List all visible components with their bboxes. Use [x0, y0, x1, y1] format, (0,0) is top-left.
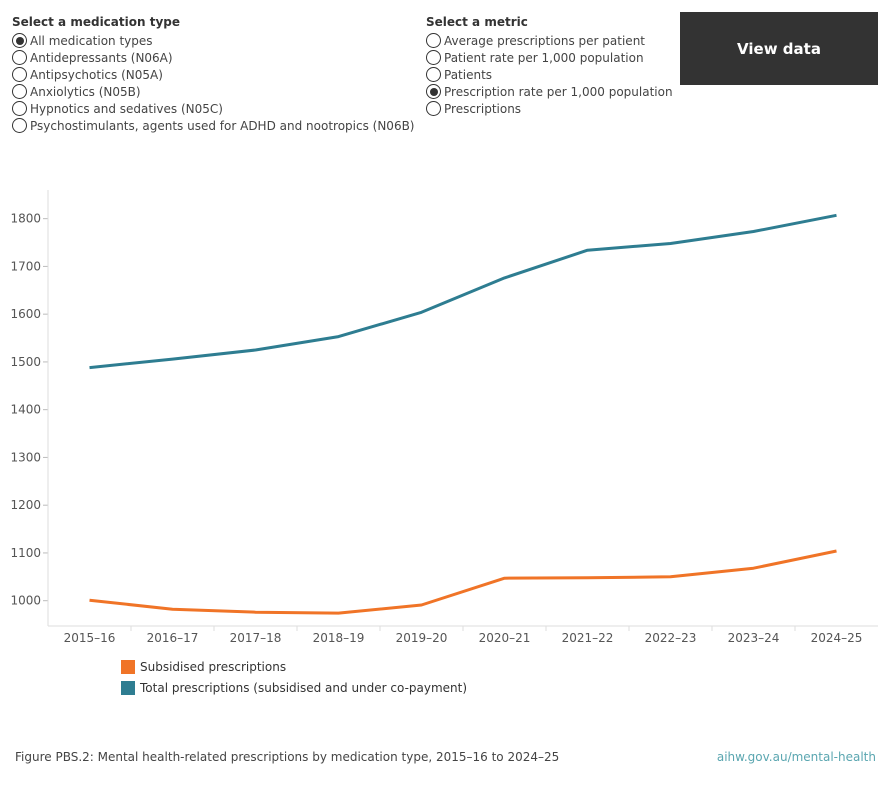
x-tick-label: 2017–18: [230, 631, 282, 645]
medication-type-options: All medication types Antidepressants (N06…: [12, 32, 415, 134]
medication-type-radio[interactable]: [12, 50, 27, 65]
series-line-subsidised[interactable]: [89, 549, 837, 615]
x-tick-label: 2016–17: [147, 631, 199, 645]
legend-swatch: [121, 659, 135, 674]
view-data-button[interactable]: View data: [680, 12, 878, 85]
x-tick-label: 2023–24: [728, 631, 780, 645]
metric-option-label: Prescriptions: [444, 101, 522, 116]
medication-type-option-label: Hypnotics and sedatives (N05C): [30, 101, 223, 116]
medication-type-option[interactable]: Anxiolytics (N05B): [12, 83, 415, 100]
medication-type-option-label: Anxiolytics (N05B): [30, 84, 141, 99]
medication-type-radio[interactable]: [12, 84, 27, 99]
legend-item[interactable]: Subsidised prescriptions: [121, 656, 467, 677]
medication-type-option[interactable]: Hypnotics and sedatives (N05C): [12, 100, 415, 117]
x-tick-label: 2018–19: [313, 631, 365, 645]
metric-option-label: Average prescriptions per patient: [444, 33, 645, 48]
medication-type-radio[interactable]: [12, 101, 27, 116]
legend-item[interactable]: Total prescriptions (subsidised and unde…: [121, 677, 467, 698]
medication-type-option[interactable]: Psychostimulants, agents used for ADHD a…: [12, 117, 415, 134]
x-tick-label: 2020–21: [479, 631, 531, 645]
medication-type-radio[interactable]: [12, 33, 27, 48]
medication-type-option-label: Antipsychotics (N05A): [30, 67, 163, 82]
y-tick-label: 1200: [10, 498, 41, 512]
x-tick-label: 2019–20: [396, 631, 448, 645]
y-tick-label: 1400: [10, 403, 41, 417]
medication-type-option-label: Psychostimulants, agents used for ADHD a…: [30, 118, 415, 133]
y-tick-label: 1000: [10, 594, 41, 608]
legend-label: Subsidised prescriptions: [140, 659, 287, 674]
x-tick-label: 2024–25: [811, 631, 863, 645]
series-lines: [89, 213, 837, 615]
medication-type-filter: Select a medication type All medication …: [12, 14, 415, 134]
medication-type-filter-title: Select a medication type: [12, 15, 180, 29]
metric-radio[interactable]: [426, 101, 441, 116]
medication-type-option-label: Antidepressants (N06A): [30, 50, 173, 65]
metric-option[interactable]: Prescription rate per 1,000 population: [426, 83, 673, 100]
y-axis: 1000 1100 1200 1300 1400 1500 1600 1700 1800: [10, 190, 49, 626]
metric-option-label: Prescription rate per 1,000 population: [444, 84, 673, 99]
metric-option-label: Patients: [444, 67, 493, 82]
medication-type-option-label: All medication types: [30, 33, 153, 48]
y-tick-label: 1100: [10, 546, 41, 560]
x-tick-label: 2022–23: [645, 631, 697, 645]
y-tick-label: 1700: [10, 259, 41, 273]
metric-option[interactable]: Prescriptions: [426, 100, 673, 117]
site-link[interactable]: aihw.gov.au/mental-health: [716, 750, 876, 764]
metric-option[interactable]: Average prescriptions per patient: [426, 32, 673, 49]
medication-type-option[interactable]: All medication types: [12, 32, 415, 49]
metric-radio[interactable]: [426, 33, 441, 48]
y-tick-label: 1600: [10, 307, 41, 321]
line-chart: 1000 1100 1200 1300 1400 1500 1600 1700 1800 201…: [10, 190, 878, 645]
figure-caption: Figure PBS.2: Mental health-related pres…: [15, 750, 560, 764]
legend-swatch: [121, 680, 135, 695]
y-tick-label: 1500: [10, 355, 41, 369]
metric-filter-title: Select a metric: [426, 15, 528, 29]
y-tick-label: 1800: [10, 212, 41, 226]
metric-option[interactable]: Patient rate per 1,000 population: [426, 49, 673, 66]
metric-option[interactable]: Patients: [426, 66, 673, 83]
x-tick-label: 2015–16: [64, 631, 116, 645]
x-axis: 2015–16 2016–17 2017–18 2018–19 2019–20 2020–…: [48, 625, 878, 645]
chart-legend: Subsidised prescriptions Total prescripti…: [121, 656, 467, 698]
medication-type-option[interactable]: Antipsychotics (N05A): [12, 66, 415, 83]
metric-radio[interactable]: [426, 50, 441, 65]
medication-type-radio[interactable]: [12, 118, 27, 133]
series-line-total[interactable]: [89, 213, 837, 370]
y-tick-label: 1300: [10, 450, 41, 464]
metric-options: Average prescriptions per patient Patient…: [426, 32, 673, 117]
x-tick-label: 2021–22: [562, 631, 614, 645]
metric-radio[interactable]: [426, 84, 441, 99]
medication-type-radio[interactable]: [12, 67, 27, 82]
legend-label: Total prescriptions (subsidised and unde…: [140, 680, 468, 695]
metric-radio[interactable]: [426, 67, 441, 82]
metric-option-label: Patient rate per 1,000 population: [444, 50, 644, 65]
metric-filter: Select a metric Average prescriptions pe…: [426, 14, 673, 117]
medication-type-option[interactable]: Antidepressants (N06A): [12, 49, 415, 66]
